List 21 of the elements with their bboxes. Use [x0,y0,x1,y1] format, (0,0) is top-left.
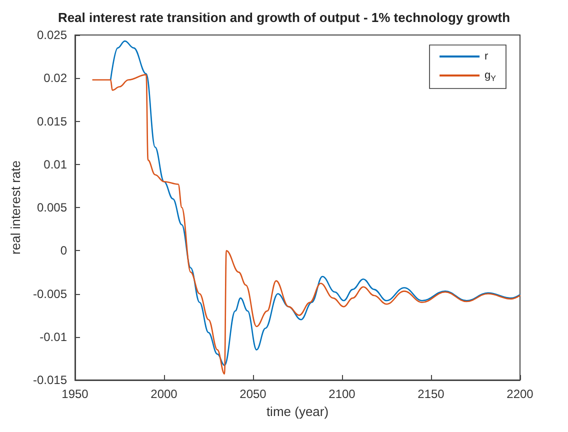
x-tick-label: 2150 [418,387,445,401]
y-tick-label: 0.025 [36,28,68,42]
x-tick-label: 2200 [506,387,534,401]
y-tick-label: -0.005 [32,286,68,301]
x-axis-title: time (year) [266,404,329,419]
y-tick-label: -0.015 [32,373,68,387]
line-series [110,40,521,366]
x-tick-label: 2100 [328,387,356,401]
y-tick-label: 0.02 [44,71,68,86]
y-tick-label: 0.015 [36,114,68,128]
line-series [92,74,521,375]
x-tick-label: 2050 [240,387,267,401]
x-tick-label: 1950 [62,387,89,401]
y-tick-label: 0.005 [36,200,68,214]
chart-title: Real interest rate transition and growth of output - 1% technology growth [58,10,510,25]
y-tick-label: 0 [60,244,68,258]
legend-label: r [484,50,489,62]
x-tick-label: 2000 [150,387,178,401]
y-axis-title: real interest rate [8,160,24,254]
y-tick-label: 0.01 [44,157,68,172]
y-tick-label: -0.01 [40,330,68,344]
